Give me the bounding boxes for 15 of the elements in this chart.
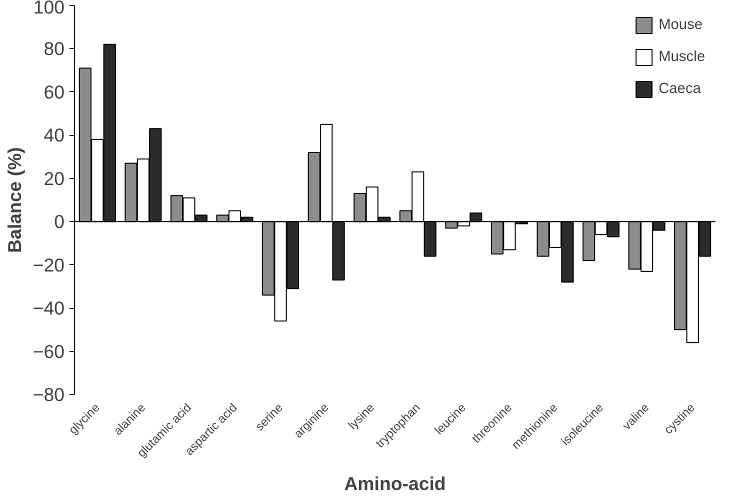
y-tick-label: 40 [44, 124, 65, 146]
y-tick-label: 100 [33, 0, 65, 18]
y-tick-label: 0 [54, 211, 65, 232]
y-tick-label: −80 [32, 384, 65, 405]
y-tick-label: 20 [44, 168, 65, 189]
y-tick-label: −20 [32, 254, 65, 276]
y-tick-label: −40 [32, 298, 65, 319]
x-axis-title: Amino-acid [344, 472, 446, 494]
y-tick-label: 60 [44, 81, 65, 102]
legend-label: Muscle [658, 49, 705, 65]
legend-label: Mouse [658, 17, 703, 33]
legend-label: Caeca [658, 81, 701, 97]
y-tick-label: 80 [44, 38, 65, 60]
y-tick-label: −60 [32, 340, 65, 362]
y-axis-title: Balance (%) [4, 147, 25, 253]
